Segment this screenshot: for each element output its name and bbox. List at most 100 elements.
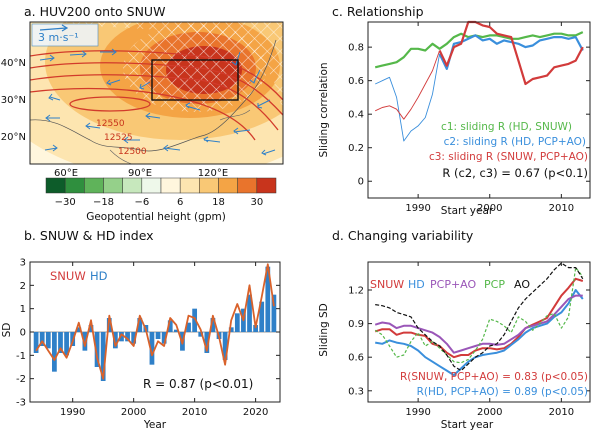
pd-axes-ytick-label: 0.9: [348, 319, 364, 330]
pb-axes-xtick-label: 2020: [243, 407, 268, 418]
legend-d-hd: HD: [408, 278, 425, 291]
pc-axes-ytick-label: 0.8: [348, 43, 364, 54]
colorbar-bin-12: [256, 177, 277, 194]
colorbar-bin-3: [84, 177, 104, 194]
hd-bar-1989: [64, 332, 69, 356]
lon-tick-120: 120°E: [198, 168, 228, 179]
hd-sd-line: [375, 289, 584, 377]
pc-axes-ytick-label: 0.2: [348, 143, 364, 154]
ao-sd-line: [375, 262, 584, 372]
hd-bar-1987: [52, 332, 57, 372]
panel-b-bars: [33, 266, 277, 381]
hd-bar-2006: [167, 320, 173, 332]
pc-axes-ytick-label: 0.6: [348, 76, 364, 87]
panel-d-ylabel: Sliding SD: [318, 303, 330, 357]
hd-bar-2020: [253, 325, 258, 332]
pd-axes-xtick-label: 2010: [549, 407, 574, 418]
hd-bar-2010: [192, 308, 198, 332]
hd-bar-2017: [234, 313, 240, 332]
hd-bar-2022: [265, 266, 271, 332]
hd-bar-2005: [161, 332, 167, 344]
pb-axes-xtick-label: 2000: [121, 407, 146, 418]
pb-axes-ytick-label: 2: [20, 281, 26, 292]
panel-b-title: b. SNUW & HD index: [24, 228, 154, 243]
colorbar-label: Geopotential height (gpm): [86, 211, 226, 223]
colorbar-bin-11: [237, 177, 258, 194]
hd-bar-1984: [33, 332, 39, 353]
pd-axes-frame: [367, 261, 591, 403]
legend-d-pcpao: PCP+AO: [430, 278, 476, 291]
lat-tick-20: 20°N: [1, 132, 26, 143]
snuw-line: [35, 263, 275, 380]
pc-axes-ytick-label: 0.4: [348, 110, 364, 121]
hd-bar-1993: [88, 325, 94, 332]
panel-a-title: a. HUV200 onto SNUW: [24, 4, 165, 19]
wind-reference-label: 3 m·s⁻¹: [38, 31, 79, 44]
colorbar-bin-9: [199, 177, 219, 194]
hd-bar-1994: [94, 332, 100, 367]
c2-line: [438, 34, 584, 71]
snuw-sd-line: [374, 277, 584, 359]
hd-bar-2004: [155, 332, 161, 339]
colorbar-tick-1: −30: [55, 197, 76, 208]
colorbar-tick-6: 30: [250, 197, 263, 208]
panel-c-title: c. Relationship: [332, 4, 424, 19]
contour-label-1: 12550: [96, 119, 125, 129]
panel-b-xlabel: Year: [143, 419, 167, 431]
pd-axes-ytick-label: 0.3: [348, 386, 364, 397]
panel-d: d. Changing variability Sliding SD Start…: [318, 228, 591, 431]
hd-bar-1988: [58, 332, 63, 353]
colorbar-bin-4: [103, 177, 123, 194]
pb-axes-ytick-label: 0: [20, 328, 26, 339]
colorbar-bin-5: [122, 177, 143, 194]
wind-reference-key: 3 m·s⁻¹: [31, 23, 99, 47]
hd-bar-2019: [247, 294, 252, 332]
colorbar-bin-2: [64, 177, 85, 194]
colorbar-tick-4: 6: [177, 197, 183, 208]
colorbar-bin-10: [218, 177, 238, 194]
c3-line-early: [375, 50, 441, 120]
panel-d-annotation-2: R(HD, PCP+AO) = 0.89 (p<0.05): [417, 386, 588, 398]
panel-c-ylabel: Sliding correlation: [318, 62, 330, 157]
hd-bar-2021: [259, 301, 265, 332]
contour-label-2: 12525: [104, 133, 133, 143]
hd-bar-2012: [204, 332, 210, 353]
hd-bar-1991: [76, 327, 82, 332]
panel-c-correlation: R (c2, c3) = 0.67 (p<0.1): [442, 166, 588, 180]
legend-c3: c3: sliding R (SNUW, PCP+AO): [429, 151, 588, 163]
hd-bar-2009: [186, 322, 191, 332]
pd-axes-ytick-label: 0.6: [348, 353, 364, 364]
contour-label-3: 12500: [118, 147, 147, 157]
pd-axes-ytick-label: 1.2: [348, 286, 364, 297]
panel-a: a. HUV200 onto SNUW: [1, 4, 284, 223]
lon-tick-90: 90°E: [128, 168, 152, 179]
hd-bar-1995: [100, 332, 106, 381]
pb-axes-ytick-label: -1: [16, 351, 26, 362]
panel-d-xlabel: Start year: [441, 419, 494, 431]
hd-bar-2003: [149, 332, 155, 365]
colorbar-tick-5: 18: [212, 197, 225, 208]
legend-hd: HD: [90, 269, 108, 283]
panel-d-title: d. Changing variability: [332, 228, 474, 243]
hd-bar-1985: [39, 332, 45, 346]
colorbar-tick-3: −6: [134, 197, 149, 208]
hd-bar-1986: [45, 332, 51, 349]
panel-c: c. Relationship Sliding correlation Star…: [318, 4, 591, 217]
c2-line-early: [375, 53, 441, 142]
hd-bar-2011: [198, 332, 204, 337]
c3-line: [438, 20, 584, 86]
hd-bar-2016: [228, 327, 234, 332]
pb-axes-ytick-label: -2: [16, 374, 26, 385]
panel-d-annotation-1: R(SNUW, PCP+AO) = 0.83 (p<0.05): [400, 371, 588, 383]
legend-d-ao: AO: [514, 278, 530, 291]
panel-b-ylabel: SD: [1, 323, 13, 338]
lat-tick-40: 40°N: [1, 58, 26, 69]
hd-bar-2015: [222, 332, 228, 360]
lat-tick-30: 30°N: [1, 95, 26, 106]
legend-c2: c2: sliding R (HD, PCP+AO): [444, 136, 586, 148]
legend-d-snuw: SNUW: [370, 278, 404, 291]
pcp-sd-line: [374, 267, 584, 364]
pb-axes-ytick-label: 1: [20, 304, 26, 315]
pc-axes-ytick-label: 0: [358, 177, 364, 188]
